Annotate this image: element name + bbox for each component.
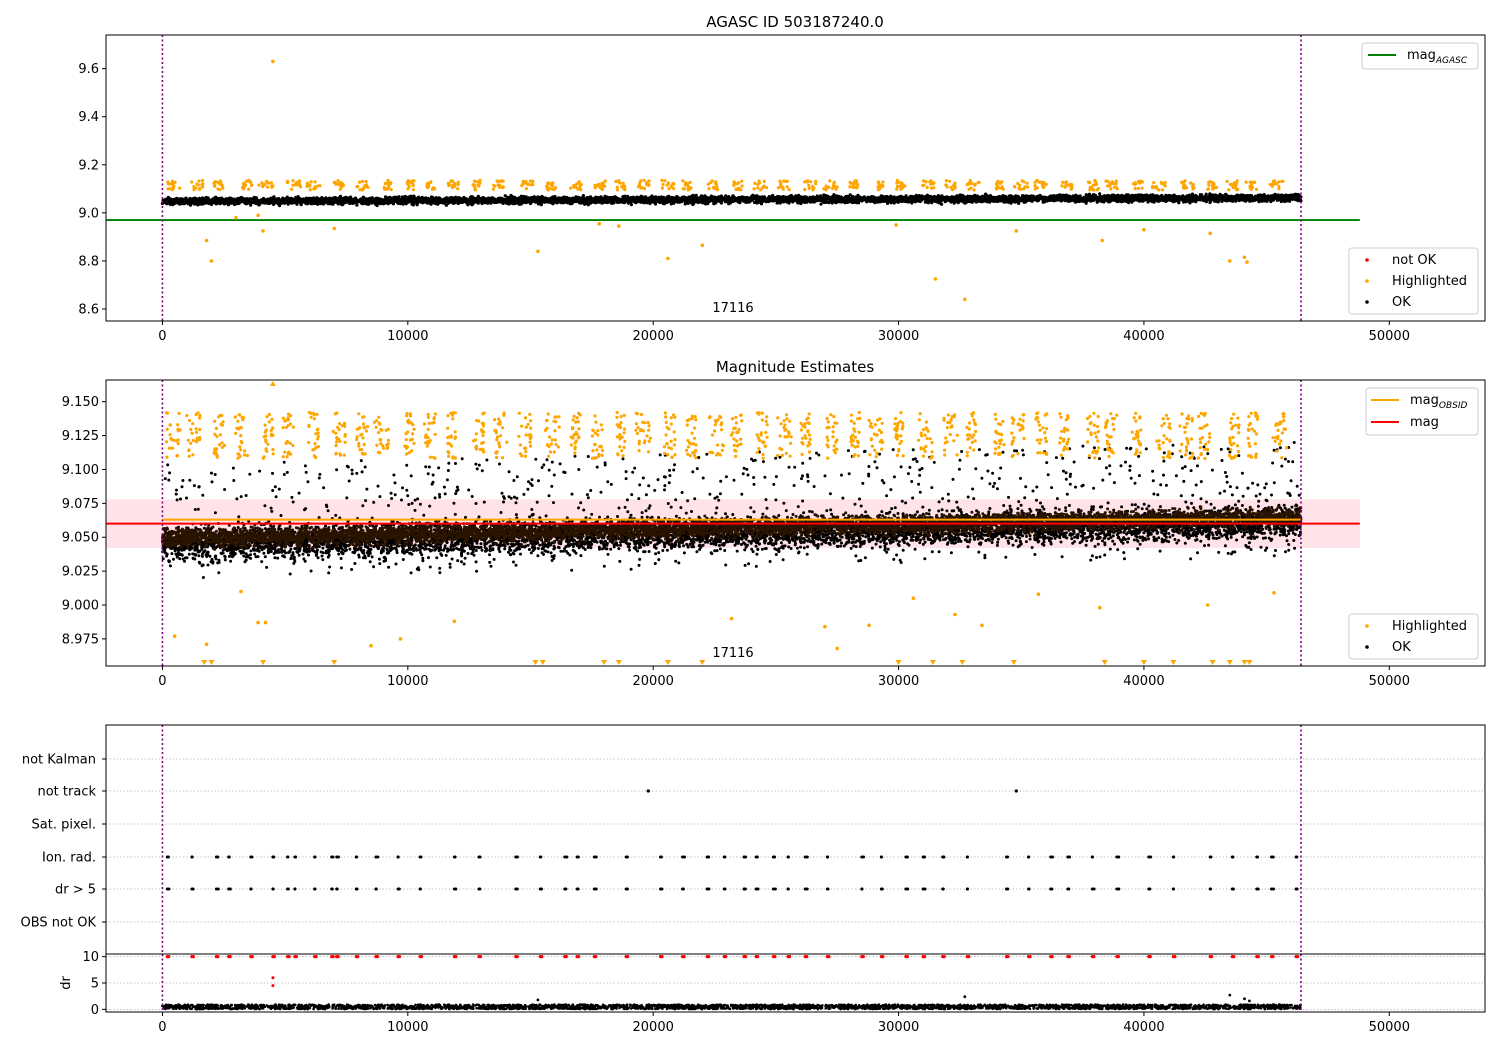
ok-point <box>1261 193 1265 197</box>
ok-point <box>275 199 279 203</box>
ok-point <box>252 197 256 201</box>
ok-point <box>889 195 893 199</box>
ok-point <box>943 200 947 204</box>
ok-point <box>1288 199 1292 203</box>
ok-point <box>505 195 509 199</box>
ok-point <box>932 194 937 199</box>
ok-point <box>819 194 823 198</box>
ok-point <box>1066 198 1070 202</box>
ok-point <box>918 198 922 203</box>
ok-point <box>536 195 540 199</box>
ok-point <box>770 194 775 198</box>
ok-point <box>817 198 821 203</box>
ok-point <box>626 194 630 198</box>
ok-point <box>629 203 634 207</box>
ok-point <box>675 196 679 200</box>
ok-point <box>1220 197 1224 201</box>
ok-point <box>355 203 359 207</box>
ok-point <box>952 195 956 199</box>
ok-point <box>364 202 369 206</box>
ok-point <box>581 194 586 198</box>
ok-point <box>797 193 801 197</box>
ok-point <box>1107 194 1111 198</box>
ok-point <box>1021 194 1025 198</box>
ok-point <box>796 201 800 205</box>
panel-agasc: AGASC ID 503187240.0 0 10000 20000 30000 400… <box>78 13 1486 344</box>
ok-point <box>1098 192 1102 196</box>
ok-point <box>753 200 757 205</box>
ok-point <box>1145 197 1149 202</box>
ok-point <box>1062 193 1066 197</box>
ok-point <box>919 195 924 199</box>
ok-point <box>751 193 755 197</box>
ok-point <box>318 198 323 202</box>
ok-point <box>915 198 920 202</box>
ok-point <box>410 202 414 206</box>
ok-point <box>1041 199 1045 203</box>
ok-point <box>457 196 461 200</box>
ok-point <box>731 194 735 198</box>
ok-point <box>709 194 714 198</box>
ok-point <box>637 196 641 200</box>
ok-point <box>193 196 197 200</box>
ok-point <box>846 194 850 198</box>
ok-point <box>320 201 324 205</box>
chart-title: AGASC ID 503187240.0 <box>706 13 884 31</box>
plot-area <box>106 59 1360 302</box>
ok-point <box>1166 198 1170 202</box>
ok-point <box>1126 196 1130 200</box>
ok-point <box>886 201 890 205</box>
ok-point <box>704 202 708 206</box>
ok-point <box>958 193 962 197</box>
ok-point <box>1216 200 1220 204</box>
ok-point <box>892 201 896 205</box>
ok-point <box>397 195 401 199</box>
ok-point <box>1091 193 1096 197</box>
ok-point <box>1160 193 1164 198</box>
ok-point <box>271 202 276 206</box>
ok-point <box>1236 193 1241 197</box>
ok-point <box>654 195 658 199</box>
ok-point <box>1049 194 1053 198</box>
ok-point <box>1017 201 1021 205</box>
ok-point <box>589 200 593 204</box>
ok-point <box>1213 193 1217 197</box>
ok-point <box>349 195 353 199</box>
ok-point <box>438 197 442 201</box>
ok-point <box>680 195 685 199</box>
